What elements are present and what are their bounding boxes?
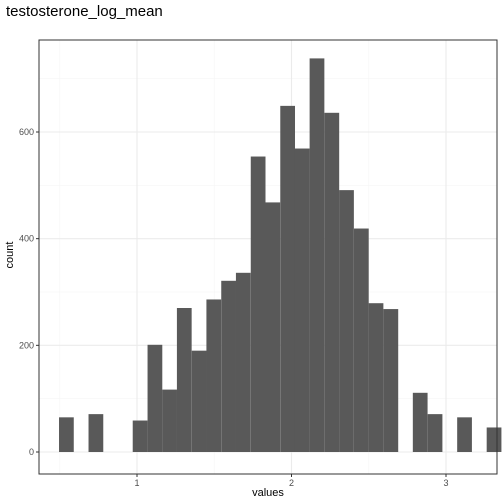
histogram-bar [294, 148, 310, 452]
histogram-bar [309, 58, 325, 453]
histogram-bar [457, 417, 472, 452]
histogram-bar [191, 350, 207, 452]
histogram-bar [250, 156, 266, 452]
histogram-bar [412, 392, 428, 452]
x-tick-label: 2 [289, 478, 294, 488]
chart-title: testosterone_log_mean [6, 3, 163, 20]
histogram-bars [59, 58, 502, 453]
histogram-bar [486, 427, 502, 452]
histogram-bar [383, 309, 399, 452]
histogram-bar [235, 272, 251, 452]
histogram-bar [324, 112, 340, 453]
panel-border [38, 39, 498, 475]
histogram-bar [147, 344, 163, 452]
y-tick-label: 200 [19, 340, 34, 350]
histogram-bar [339, 190, 354, 452]
histogram-bar [59, 417, 74, 452]
x-tick-label: 3 [443, 478, 448, 488]
x-axis-label: values [252, 487, 284, 499]
histogram-bar [368, 303, 384, 452]
histogram-bar [88, 414, 104, 452]
y-tick-label: 600 [19, 127, 34, 137]
histogram-bar [265, 202, 281, 452]
x-tick-label: 1 [134, 478, 139, 488]
histogram-bar [162, 389, 177, 452]
y-axis-label: count [4, 242, 16, 269]
histogram-bar [221, 280, 236, 452]
histogram-bar [353, 228, 369, 452]
histogram-bar [176, 308, 192, 452]
y-tick-label: 400 [19, 234, 34, 244]
histogram-bar [206, 299, 222, 452]
y-tick-label: 0 [29, 447, 34, 457]
axis-ticks: 0 200 400 600 1 2 3 [19, 127, 449, 488]
histogram-bar [132, 420, 148, 452]
histogram-bar [427, 414, 443, 452]
histogram-bar [280, 105, 296, 453]
